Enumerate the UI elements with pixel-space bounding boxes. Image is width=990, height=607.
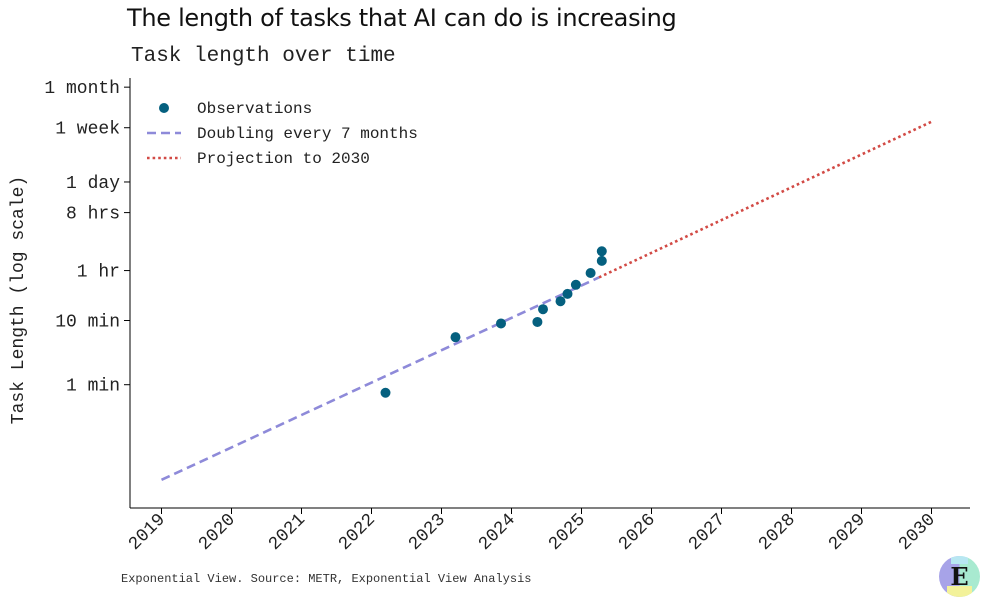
chart-title: The length of tasks that AI can do is in… [127,4,677,32]
y-tick-label: 1 month [44,79,120,99]
observation-point [496,318,506,329]
observation-point [380,387,391,398]
legend: Observations Doubling every 7 months Proje… [147,100,418,168]
y-tick-label: 8 hrs [66,205,120,225]
x-tick-label: 2022 [335,510,380,555]
observation-points [380,246,607,398]
y-tick-label: 10 min [55,313,120,333]
observation-point [596,255,607,266]
series-lines [160,120,933,481]
y-axis-label: Task Length (log scale) [9,176,29,424]
observation-point [562,288,573,299]
observation-point [450,332,461,343]
x-tick-label: 2021 [265,510,310,555]
x-tick-label: 2023 [405,510,450,555]
source-note: Exponential View. Source: METR, Exponent… [121,572,532,586]
chart-subtitle: Task length over time [131,45,396,68]
y-tick-label: 1 week [55,120,120,140]
x-tick-label: 2019 [125,510,170,555]
observation-point [596,246,607,257]
axes [129,78,970,509]
x-tick-label: 2025 [545,510,590,555]
observation-point [538,304,548,315]
y-tick-label: 1 hr [77,263,120,283]
x-tick-label: 2024 [475,510,520,555]
legend-label: Observations [197,100,312,118]
observation-point [570,279,581,290]
projection-line [598,120,933,279]
y-axis-ticks: 1 min 10 min 1 hr 8 hrs 1 day 1 week 1 month [44,79,130,397]
x-tick-label: 2027 [685,510,730,555]
logo-letter: E [950,562,968,591]
exponential-view-logo: E [939,556,980,597]
x-tick-label: 2028 [755,510,800,555]
trend-line [160,276,600,481]
y-tick-label: 1 day [66,174,120,194]
x-tick-label: 2020 [195,510,240,555]
legend-label: Doubling every 7 months [197,125,418,143]
legend-label: Projection to 2030 [197,150,370,168]
x-tick-label: 2030 [895,510,940,555]
observation-point [585,267,596,278]
legend-marker-observations [159,103,169,113]
x-tick-label: 2029 [825,510,870,555]
observation-point [555,296,566,307]
observation-point [532,316,543,327]
y-tick-label: 1 min [66,377,120,397]
x-tick-label: 2026 [615,510,660,555]
x-axis-ticks: 2019 2020 2021 2022 2023 2024 2025 2026 2027 2028… [125,508,940,555]
